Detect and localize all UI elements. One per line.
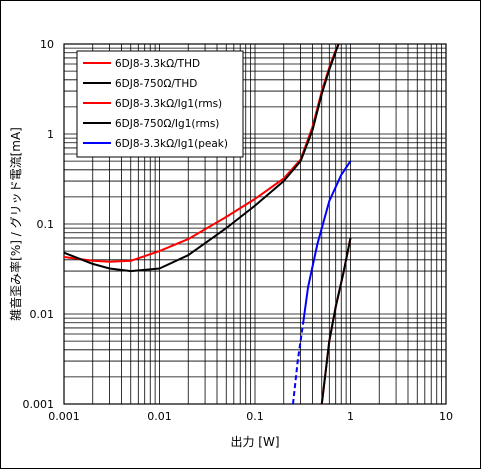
y-tick-label: 1 — [47, 128, 54, 141]
series-line-5 — [302, 160, 352, 323]
y-tick-label: 0.1 — [37, 218, 55, 231]
tick-labels: 0.001 0.01 0.1 1 10 0.001 0.01 0.1 1 10 — [23, 38, 454, 423]
y-tick-label: 0.001 — [23, 398, 55, 411]
plot-area-border — [63, 43, 447, 405]
x-tick-label: 1 — [347, 410, 354, 423]
x-tick-label: 0.001 — [48, 410, 80, 423]
y-tick-label: 10 — [40, 38, 54, 51]
x-tick-label: 10 — [439, 410, 453, 423]
legend: 6DJ8-3.3kΩ/THD 6DJ8-750Ω/THD 6DJ8-3.3kΩ/Ig… — [76, 50, 244, 158]
y-tick-label: 0.01 — [30, 308, 55, 321]
series-line-2 — [63, 43, 340, 273]
x-tick-label: 0.01 — [147, 410, 172, 423]
series-lines — [63, 43, 352, 405]
legend-label: 6DJ8-750Ω/THD — [115, 78, 197, 90]
x-tick-label: 0.1 — [246, 410, 264, 423]
legend-label: 6DJ8-3.3kΩ/THD — [115, 58, 200, 70]
legend-label: 6DJ8-3.3kΩ/Ig1(rms) — [115, 98, 222, 110]
series-line-4 — [320, 237, 352, 405]
legend-label: 6DJ8-3.3kΩ/Ig1(peak) — [115, 138, 228, 150]
series-line-dashed-5 — [292, 322, 305, 405]
x-axis-title: 出力 [W] — [230, 435, 279, 449]
legend-label: 6DJ8-750Ω/Ig1(rms) — [115, 118, 219, 130]
y-axis-title: 雑音歪み率[%] / グリッド電流[mA] — [8, 127, 23, 321]
